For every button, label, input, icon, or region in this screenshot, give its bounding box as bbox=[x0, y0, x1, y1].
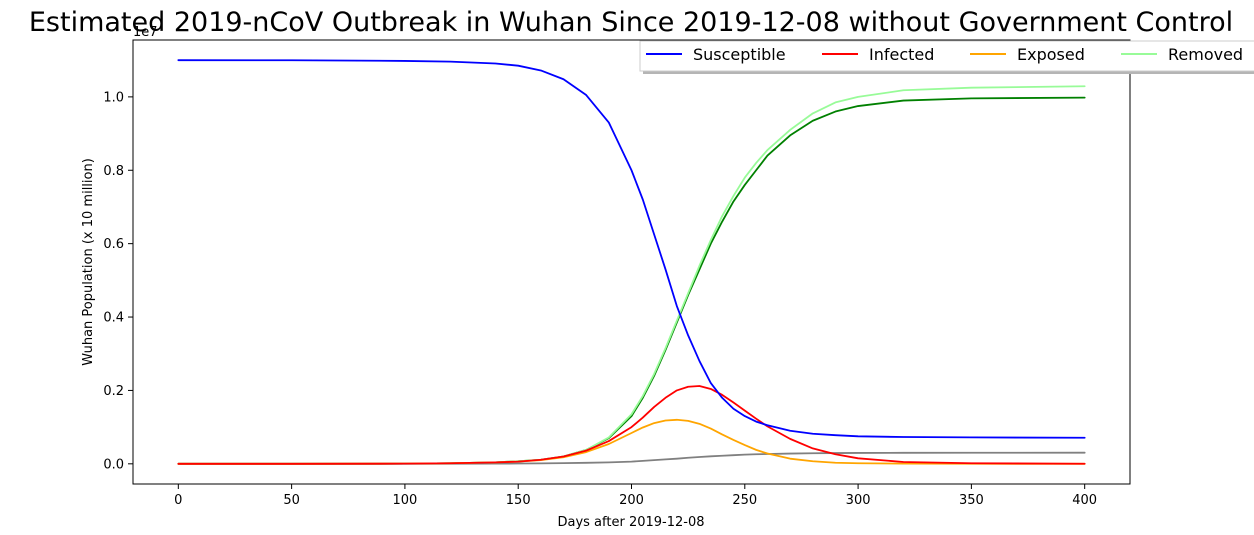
series-line-infected bbox=[177, 385, 1086, 465]
legend-label-exposed: Exposed bbox=[1017, 45, 1085, 64]
x-axis: 0 50 100 150 200 250 300 350 400 bbox=[174, 484, 1097, 508]
legend: Susceptible Infected Exposed Removed bbox=[639, 40, 1254, 74]
y-axis: 0.0 0.2 0.4 0.6 0.8 1.0 bbox=[103, 90, 133, 472]
y-tick-label: 1.0 bbox=[103, 90, 124, 105]
plot-area-frame bbox=[132, 39, 1131, 485]
x-tick-label: 50 bbox=[283, 493, 300, 508]
x-tick-label: 0 bbox=[174, 493, 182, 508]
legend-label-removed: Removed bbox=[1168, 45, 1243, 64]
y-tick-label: 0.8 bbox=[103, 164, 124, 179]
series-lines bbox=[177, 59, 1086, 465]
y-axis-label: Wuhan Population (x 10 million) bbox=[81, 158, 96, 366]
y-offset-label: 1e7 bbox=[133, 25, 158, 40]
series-line-removed bbox=[177, 85, 1086, 465]
x-tick-label: 150 bbox=[506, 493, 531, 508]
y-tick-label: 0.2 bbox=[103, 384, 124, 399]
y-tick-label: 0.0 bbox=[103, 457, 124, 472]
series-line-gray bbox=[177, 451, 1086, 465]
legend-items: Susceptible Infected Exposed Removed bbox=[646, 45, 1243, 64]
x-tick-label: 100 bbox=[392, 493, 417, 508]
x-tick-label: 400 bbox=[1072, 493, 1097, 508]
legend-label-infected: Infected bbox=[869, 45, 934, 64]
x-tick-label: 300 bbox=[846, 493, 871, 508]
chart-title: Estimated 2019-nCoV Outbreak in Wuhan Si… bbox=[29, 7, 1233, 38]
x-tick-label: 350 bbox=[959, 493, 984, 508]
y-tick-label: 0.4 bbox=[103, 311, 124, 326]
series-line-susceptible bbox=[177, 59, 1086, 439]
legend-label-susceptible: Susceptible bbox=[693, 45, 786, 64]
x-axis-label: Days after 2019-12-08 bbox=[557, 515, 704, 530]
x-tick-label: 250 bbox=[732, 493, 757, 508]
series-line-green bbox=[177, 96, 1086, 465]
y-tick-label: 0.6 bbox=[103, 237, 124, 252]
legend-box bbox=[639, 40, 1254, 72]
x-tick-label: 200 bbox=[619, 493, 644, 508]
